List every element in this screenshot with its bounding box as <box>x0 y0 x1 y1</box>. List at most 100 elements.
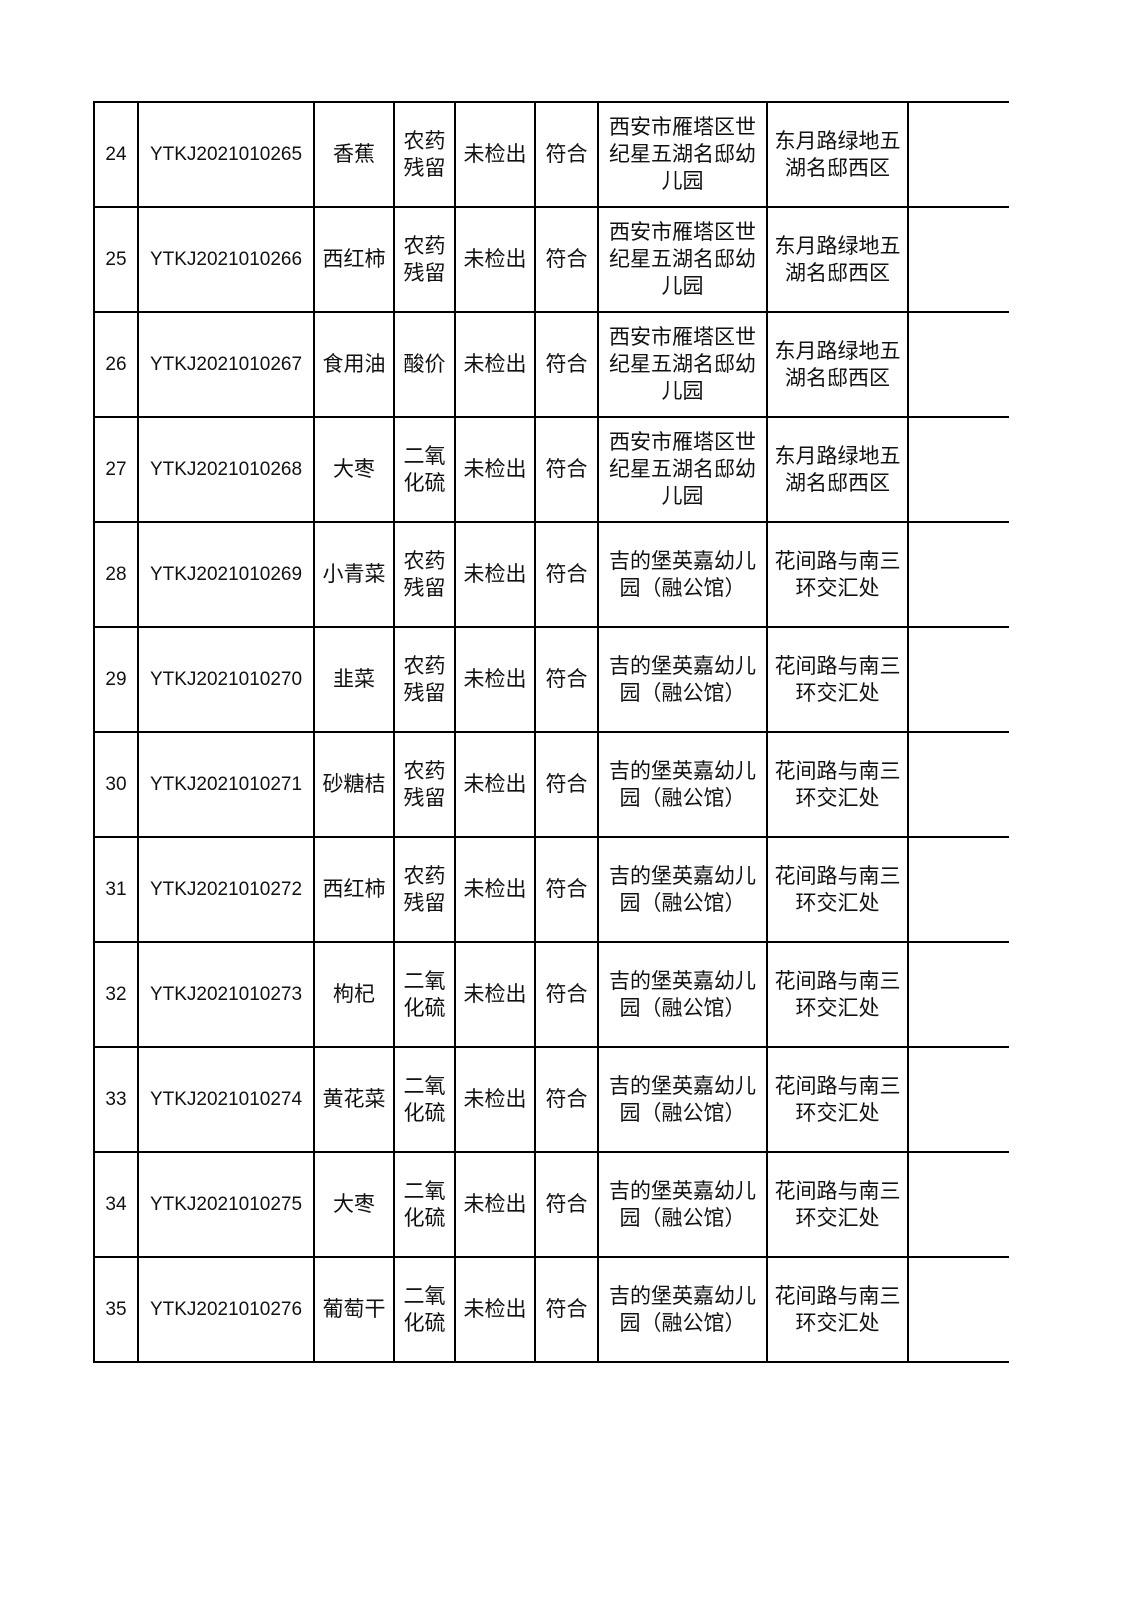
sample-code-cell: YTKJ2021010272 <box>137 836 315 943</box>
remark-cell <box>907 941 1009 1048</box>
table-row: 27 YTKJ2021010268 大枣 二氧化硫 未检出 符合 西安市雁塔区世纪星五湖名邸… <box>93 416 1009 523</box>
table-row: 30 YTKJ2021010271 砂糖桔 农药残留 未检出 符合 吉的堡英嘉幼儿园（融公馆… <box>93 731 1009 838</box>
unit-address-cell: 东月路绿地五湖名邸西区 <box>766 311 909 418</box>
judgement-cell: 符合 <box>534 1046 599 1153</box>
test-item-cell: 二氧化硫 <box>393 941 456 1048</box>
remark-cell <box>907 626 1009 733</box>
judgement-cell: 符合 <box>534 101 599 208</box>
test-result-cell: 未检出 <box>454 1151 536 1258</box>
table-row: 28 YTKJ2021010269 小青菜 农药残留 未检出 符合 吉的堡英嘉幼儿园（融公馆… <box>93 521 1009 628</box>
unit-address-cell: 花间路与南三环交汇处 <box>766 521 909 628</box>
unit-address-cell: 东月路绿地五湖名邸西区 <box>766 206 909 313</box>
judgement-cell: 符合 <box>534 836 599 943</box>
sample-name-cell: 小青菜 <box>313 521 395 628</box>
judgement-cell: 符合 <box>534 521 599 628</box>
test-result-cell: 未检出 <box>454 101 536 208</box>
remark-cell <box>907 1151 1009 1258</box>
sampled-unit-cell: 西安市雁塔区世纪星五湖名邸幼儿园 <box>597 206 768 313</box>
remark-cell <box>907 521 1009 628</box>
remark-cell <box>907 311 1009 418</box>
judgement-cell: 符合 <box>534 626 599 733</box>
sampled-unit-cell: 吉的堡英嘉幼儿园（融公馆） <box>597 521 768 628</box>
sample-code-cell: YTKJ2021010273 <box>137 941 315 1048</box>
row-number-cell: 31 <box>93 836 139 943</box>
remark-cell <box>907 1256 1009 1363</box>
row-number-cell: 28 <box>93 521 139 628</box>
sampled-unit-cell: 吉的堡英嘉幼儿园（融公馆） <box>597 1046 768 1153</box>
table-row: 25 YTKJ2021010266 西红柿 农药残留 未检出 符合 西安市雁塔区世纪星五湖名… <box>93 206 1009 313</box>
remark-cell <box>907 836 1009 943</box>
sampled-unit-cell: 吉的堡英嘉幼儿园（融公馆） <box>597 1256 768 1363</box>
table-row: 31 YTKJ2021010272 西红柿 农药残留 未检出 符合 吉的堡英嘉幼儿园（融公馆… <box>93 836 1009 943</box>
table-row: 26 YTKJ2021010267 食用油 酸价 未检出 符合 西安市雁塔区世纪星五湖名邸幼… <box>93 311 1009 418</box>
sample-name-cell: 西红柿 <box>313 836 395 943</box>
table-row: 32 YTKJ2021010273 枸杞 二氧化硫 未检出 符合 吉的堡英嘉幼儿园（融公馆）… <box>93 941 1009 1048</box>
sample-name-cell: 韭菜 <box>313 626 395 733</box>
table-row: 24 YTKJ2021010265 香蕉 农药残留 未检出 符合 西安市雁塔区世纪星五湖名邸… <box>93 101 1009 208</box>
row-number-cell: 27 <box>93 416 139 523</box>
sampled-unit-cell: 西安市雁塔区世纪星五湖名邸幼儿园 <box>597 101 768 208</box>
judgement-cell: 符合 <box>534 1256 599 1363</box>
judgement-cell: 符合 <box>534 311 599 418</box>
unit-address-cell: 东月路绿地五湖名邸西区 <box>766 416 909 523</box>
test-result-cell: 未检出 <box>454 416 536 523</box>
test-item-cell: 二氧化硫 <box>393 1046 456 1153</box>
sample-name-cell: 香蕉 <box>313 101 395 208</box>
sample-name-cell: 葡萄干 <box>313 1256 395 1363</box>
test-result-cell: 未检出 <box>454 311 536 418</box>
sampled-unit-cell: 吉的堡英嘉幼儿园（融公馆） <box>597 836 768 943</box>
sample-code-cell: YTKJ2021010266 <box>137 206 315 313</box>
test-result-cell: 未检出 <box>454 206 536 313</box>
test-item-cell: 二氧化硫 <box>393 416 456 523</box>
row-number-cell: 34 <box>93 1151 139 1258</box>
row-number-cell: 35 <box>93 1256 139 1363</box>
unit-address-cell: 花间路与南三环交汇处 <box>766 1151 909 1258</box>
sample-name-cell: 西红柿 <box>313 206 395 313</box>
test-result-cell: 未检出 <box>454 1046 536 1153</box>
test-item-cell: 二氧化硫 <box>393 1151 456 1258</box>
test-result-cell: 未检出 <box>454 836 536 943</box>
sample-name-cell: 黄花菜 <box>313 1046 395 1153</box>
sampled-unit-cell: 吉的堡英嘉幼儿园（融公馆） <box>597 941 768 1048</box>
sample-code-cell: YTKJ2021010269 <box>137 521 315 628</box>
sample-code-cell: YTKJ2021010274 <box>137 1046 315 1153</box>
unit-address-cell: 花间路与南三环交汇处 <box>766 731 909 838</box>
row-number-cell: 26 <box>93 311 139 418</box>
test-item-cell: 二氧化硫 <box>393 1256 456 1363</box>
judgement-cell: 符合 <box>534 731 599 838</box>
row-number-cell: 29 <box>93 626 139 733</box>
test-result-cell: 未检出 <box>454 731 536 838</box>
sample-name-cell: 大枣 <box>313 1151 395 1258</box>
sample-code-cell: YTKJ2021010265 <box>137 101 315 208</box>
inspection-results-table: 24 YTKJ2021010265 香蕉 农药残留 未检出 符合 西安市雁塔区世纪星五湖名邸… <box>93 101 1009 1363</box>
sample-code-cell: YTKJ2021010275 <box>137 1151 315 1258</box>
table-row: 34 YTKJ2021010275 大枣 二氧化硫 未检出 符合 吉的堡英嘉幼儿园（融公馆）… <box>93 1151 1009 1258</box>
sampled-unit-cell: 西安市雁塔区世纪星五湖名邸幼儿园 <box>597 416 768 523</box>
row-number-cell: 24 <box>93 101 139 208</box>
row-number-cell: 32 <box>93 941 139 1048</box>
sampled-unit-cell: 吉的堡英嘉幼儿园（融公馆） <box>597 731 768 838</box>
test-item-cell: 农药残留 <box>393 521 456 628</box>
test-result-cell: 未检出 <box>454 521 536 628</box>
remark-cell <box>907 206 1009 313</box>
test-result-cell: 未检出 <box>454 1256 536 1363</box>
sample-code-cell: YTKJ2021010270 <box>137 626 315 733</box>
sample-code-cell: YTKJ2021010267 <box>137 311 315 418</box>
sample-name-cell: 大枣 <box>313 416 395 523</box>
unit-address-cell: 花间路与南三环交汇处 <box>766 626 909 733</box>
sampled-unit-cell: 西安市雁塔区世纪星五湖名邸幼儿园 <box>597 311 768 418</box>
sample-name-cell: 枸杞 <box>313 941 395 1048</box>
remark-cell <box>907 1046 1009 1153</box>
sample-code-cell: YTKJ2021010268 <box>137 416 315 523</box>
judgement-cell: 符合 <box>534 941 599 1048</box>
remark-cell <box>907 416 1009 523</box>
test-item-cell: 酸价 <box>393 311 456 418</box>
test-item-cell: 农药残留 <box>393 731 456 838</box>
table-row: 33 YTKJ2021010274 黄花菜 二氧化硫 未检出 符合 吉的堡英嘉幼儿园（融公馆… <box>93 1046 1009 1153</box>
sampled-unit-cell: 吉的堡英嘉幼儿园（融公馆） <box>597 1151 768 1258</box>
table-body: 24 YTKJ2021010265 香蕉 农药残留 未检出 符合 西安市雁塔区世纪星五湖名邸… <box>93 101 1009 1363</box>
judgement-cell: 符合 <box>534 206 599 313</box>
sample-code-cell: YTKJ2021010271 <box>137 731 315 838</box>
sample-code-cell: YTKJ2021010276 <box>137 1256 315 1363</box>
unit-address-cell: 花间路与南三环交汇处 <box>766 1046 909 1153</box>
